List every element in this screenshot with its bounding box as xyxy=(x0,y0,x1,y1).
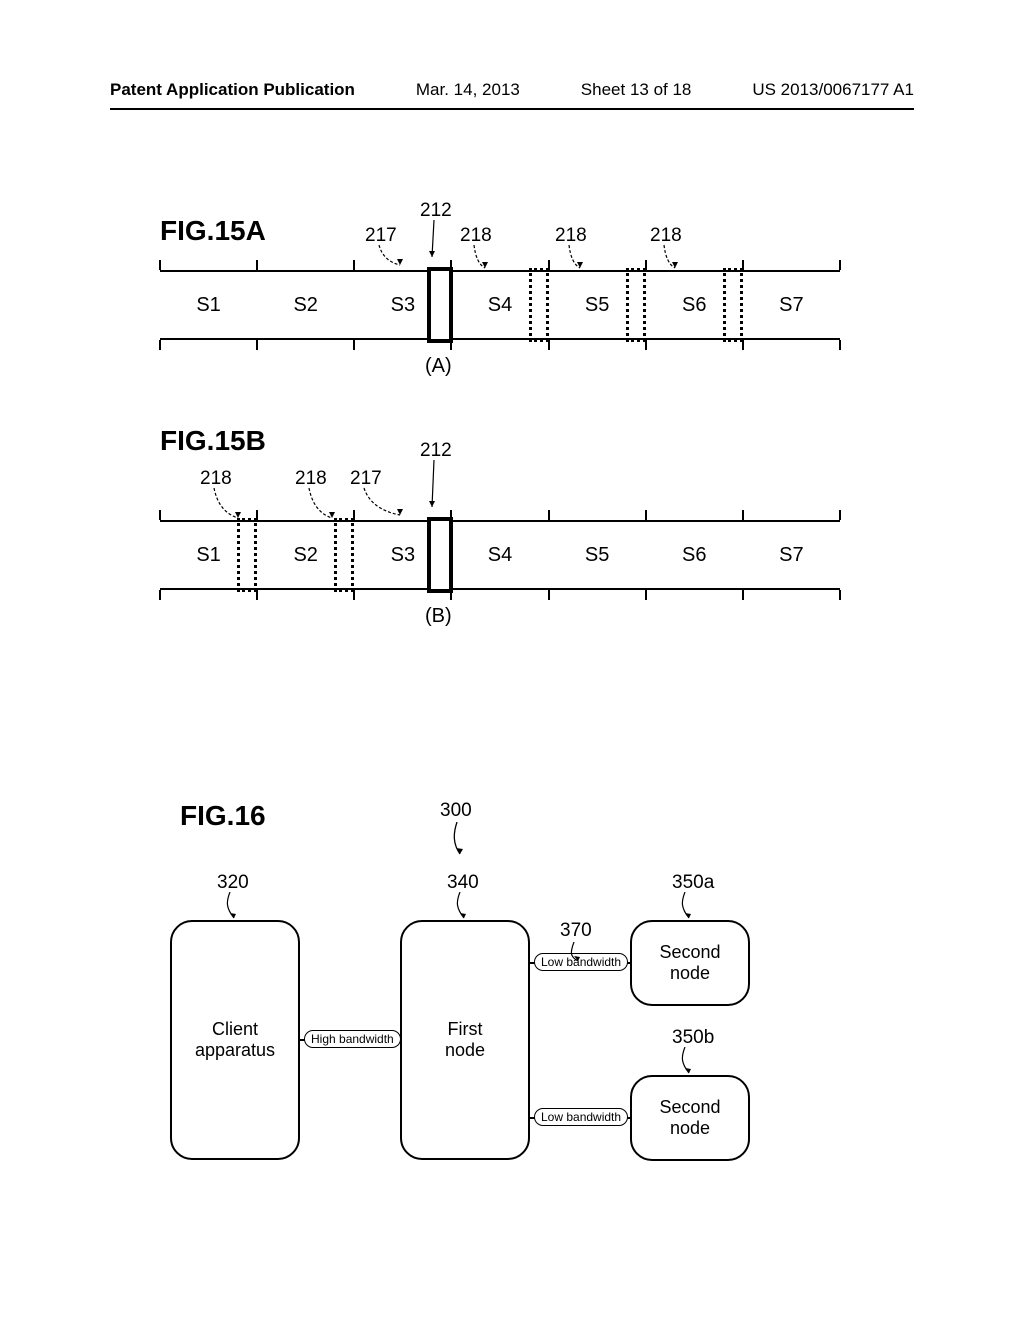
lead-line xyxy=(427,455,441,514)
reference-number: 300 xyxy=(440,800,472,822)
lead-line xyxy=(675,892,705,922)
segment-cell: S2 xyxy=(257,270,354,340)
lead-line xyxy=(359,483,407,522)
dotted-marker xyxy=(334,518,354,592)
lead-line xyxy=(675,1047,705,1077)
solid-marker xyxy=(427,267,453,343)
segment-cell: S1 xyxy=(160,270,257,340)
lead-line xyxy=(566,942,590,963)
reference-number: 350b xyxy=(672,1027,714,1049)
bandwidth-label: High bandwidth xyxy=(304,1030,401,1048)
segment-cell: S7 xyxy=(743,520,840,590)
lead-line xyxy=(450,892,480,922)
segment-cell: S7 xyxy=(743,270,840,340)
lead-line xyxy=(427,215,441,264)
node-second_a: Secondnode xyxy=(630,920,750,1006)
dotted-marker xyxy=(723,268,743,342)
fig15a-label: FIG.15A xyxy=(160,215,266,247)
header-rule xyxy=(110,108,914,110)
dotted-marker xyxy=(626,268,646,342)
solid-marker xyxy=(427,517,453,593)
lead-line xyxy=(445,822,475,862)
reference-number: 320 xyxy=(217,872,249,894)
lead-line xyxy=(564,240,587,275)
lead-line xyxy=(209,483,245,525)
reference-number: 350a xyxy=(672,872,714,894)
node-client: Clientapparatus xyxy=(170,920,300,1160)
lead-line xyxy=(220,892,250,922)
segment-cell: S4 xyxy=(451,520,548,590)
sheet-text: Sheet 13 of 18 xyxy=(581,80,692,100)
publication-text: Patent Application Publication xyxy=(110,80,355,100)
date-text: Mar. 14, 2013 xyxy=(416,80,520,100)
dotted-marker xyxy=(529,268,549,342)
fig16-label: FIG.16 xyxy=(180,800,266,832)
bandwidth-label: Low bandwidth xyxy=(534,1108,628,1126)
reference-number: 340 xyxy=(447,872,479,894)
dotted-marker xyxy=(237,518,257,592)
node-second_b: Secondnode xyxy=(630,1075,750,1161)
lead-line xyxy=(469,240,492,275)
lead-line xyxy=(304,483,339,525)
docnum-text: US 2013/0067177 A1 xyxy=(752,80,914,100)
fig15b-label: FIG.15B xyxy=(160,425,266,457)
page-header: Patent Application Publication Mar. 14, … xyxy=(110,80,914,100)
fig15b-caption: (B) xyxy=(425,605,452,628)
lead-line xyxy=(659,240,682,275)
node-first: Firstnode xyxy=(400,920,530,1160)
reference-number: 370 xyxy=(560,920,592,942)
fig15a-caption: (A) xyxy=(425,355,452,378)
segment-cell: S5 xyxy=(549,520,646,590)
segment-cell: S6 xyxy=(646,520,743,590)
lead-line xyxy=(374,240,407,272)
